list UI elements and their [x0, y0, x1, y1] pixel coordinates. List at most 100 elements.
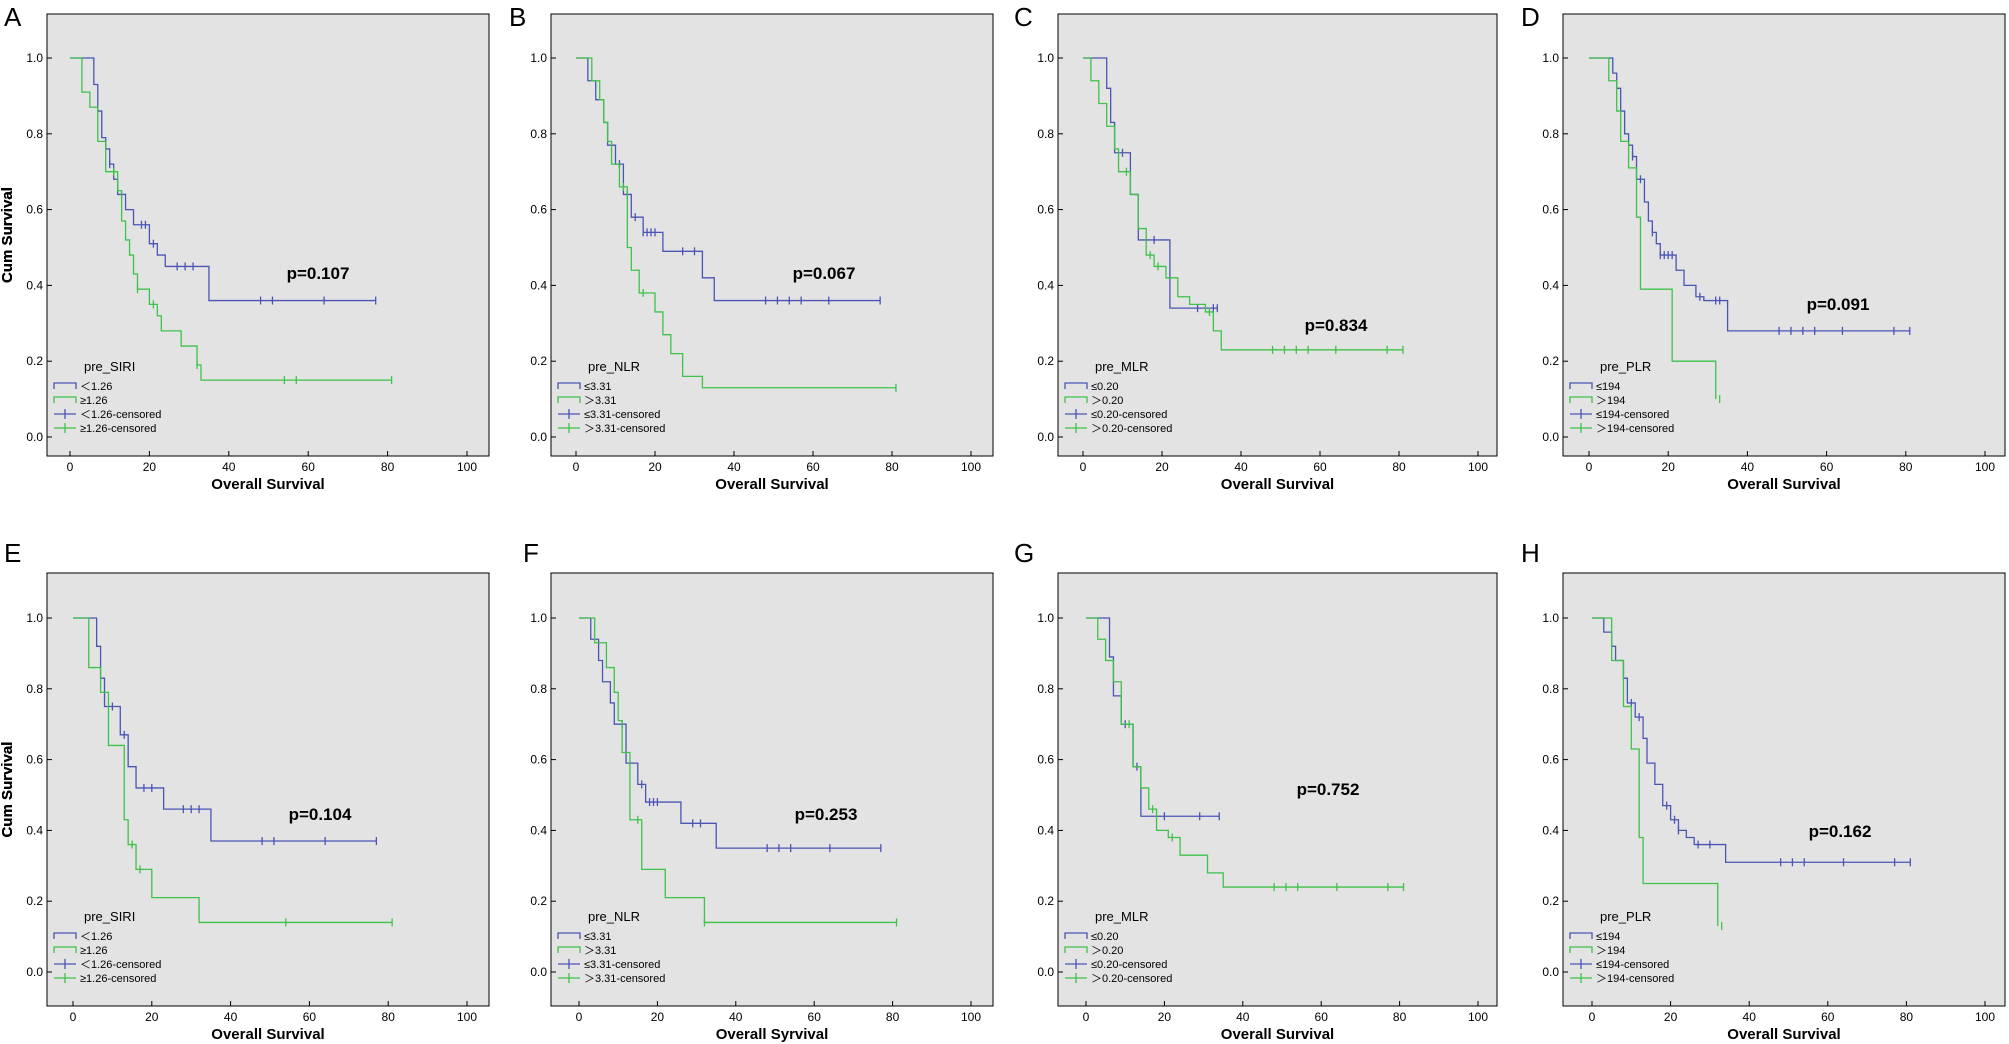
survival-curve-2	[1592, 617, 1719, 926]
legend-title: pre_PLR	[1600, 909, 1651, 924]
legend-line-symbol	[1064, 932, 1088, 939]
legend-censor-symbol	[54, 409, 76, 419]
plot-area	[550, 13, 994, 457]
x-tick-label: 60	[808, 1010, 822, 1024]
x-tick-label: 60	[302, 460, 316, 474]
legend-censor-symbol	[1065, 409, 1087, 419]
legend-item-label: ≤194-censored	[1596, 959, 1669, 971]
legend-item-label: ＞3.31	[584, 945, 616, 957]
panel-a: A 0.0 0.2 0.4 0.6 0.8 1.0 0 20 40 60 80 100 Overall S…	[0, 2, 490, 493]
legend-title: pre_SIRI	[84, 909, 135, 924]
x-tick-label: 0	[576, 1010, 583, 1024]
x-tick-label: 0	[67, 460, 74, 474]
plot-area	[550, 572, 994, 1007]
legend-item-label: ＜1.26-censored	[80, 959, 161, 971]
legend-title: pre_PLR	[1600, 359, 1651, 374]
legend-item-label: ≥1.26-censored	[80, 423, 156, 435]
legend-item-label: ＜1.26	[80, 381, 112, 393]
legend-item-label: ≥1.26	[80, 945, 107, 957]
y-tick-label: 0.4	[530, 278, 547, 292]
legend-item-label: ＞3.31	[584, 395, 616, 407]
x-axis-title: Overall Survival	[211, 1026, 324, 1043]
x-tick-label: 100	[961, 1010, 981, 1024]
p-value: p=0.253	[795, 805, 858, 824]
y-tick-label: 1.0	[26, 611, 43, 625]
x-tick-label: 0	[1080, 460, 1087, 474]
y-tick-label: 0.0	[26, 965, 43, 979]
plot-area	[1057, 572, 1498, 1007]
panel-letter: H	[1521, 538, 1540, 568]
legend-item-label: ＞0.20-censored	[1091, 973, 1172, 985]
y-tick-label: 0.8	[530, 127, 547, 141]
y-axis-title: Cum Survival	[0, 742, 16, 838]
x-tick-label: 100	[1468, 460, 1488, 474]
x-axis-title: Overall Survival	[715, 476, 828, 493]
survival-curve-1	[1083, 57, 1218, 309]
y-axis-title: Cum Survival	[0, 187, 16, 283]
x-tick-label: 80	[1392, 460, 1406, 474]
legend-item-label: ＞194-censored	[1596, 973, 1674, 985]
x-tick-label: 100	[457, 1010, 477, 1024]
y-axis-title: Cum Survival	[0, 742, 16, 838]
legend-censor-symbol	[54, 973, 76, 983]
legend-line-symbol	[557, 946, 581, 953]
panel-g: G 0.0 0.2 0.4 0.6 0.8 1.0 0 20 40 60 80 100 Overall S…	[0, 538, 1498, 1043]
x-tick-label: 20	[651, 1010, 665, 1024]
legend-line-symbol	[557, 382, 581, 389]
y-tick-label: 0.0	[530, 430, 547, 444]
x-tick-label: 60	[1821, 1010, 1835, 1024]
panel-letter: B	[509, 2, 526, 32]
x-tick-label: 100	[961, 460, 981, 474]
y-axis-title: Cum Survival	[0, 187, 16, 283]
legend-censor-symbol	[1065, 973, 1087, 983]
legend-item-label: ≥1.26-censored	[80, 973, 156, 985]
y-tick-label: 1.0	[1542, 51, 1559, 65]
y-tick-label: 0.0	[26, 430, 43, 444]
y-tick-label: 0.2	[1037, 354, 1054, 368]
x-axis-title: Overall Syrvival	[716, 1026, 829, 1043]
legend-item-label: ≤3.31-censored	[584, 409, 660, 421]
y-tick-label: 0.2	[530, 894, 547, 908]
x-tick-label: 60	[806, 460, 820, 474]
legend-line-symbol	[1064, 946, 1088, 953]
y-tick-label: 0.6	[26, 203, 43, 217]
survival-curve-2	[73, 617, 393, 924]
plot-area	[1057, 13, 1498, 457]
legend-item-label: ＞3.31-censored	[584, 973, 665, 985]
y-tick-label: 0.4	[530, 823, 547, 837]
p-value: p=0.107	[287, 264, 350, 283]
survival-curve-2	[1083, 57, 1403, 351]
x-tick-label: 80	[1393, 1010, 1407, 1024]
survival-curve-2	[1086, 617, 1404, 888]
legend-censor-symbol	[1570, 959, 1592, 969]
x-tick-label: 0	[1586, 460, 1593, 474]
legend-item-label: ≤3.31	[584, 931, 611, 943]
plot-area	[46, 572, 490, 1007]
panel-letter: F	[523, 538, 539, 568]
legend-title: pre_MLR	[1095, 909, 1148, 924]
x-tick-label: 20	[1662, 460, 1676, 474]
y-tick-label: 0.6	[1542, 203, 1559, 217]
y-tick-label: 0.2	[1037, 894, 1054, 908]
y-tick-label: 1.0	[1037, 51, 1054, 65]
y-tick-label: 0.4	[1542, 278, 1559, 292]
x-tick-label: 80	[886, 1010, 900, 1024]
legend-item-label: ＜1.26-censored	[80, 409, 161, 421]
legend-line-symbol	[1569, 396, 1593, 403]
panel-letter: E	[4, 538, 21, 568]
x-axis-title: Overall Survival	[211, 476, 324, 493]
x-tick-label: 60	[1820, 460, 1834, 474]
y-tick-label: 0.6	[26, 753, 43, 767]
y-tick-label: 0.6	[1542, 753, 1559, 767]
x-tick-label: 40	[1741, 460, 1755, 474]
x-tick-label: 20	[1158, 1010, 1172, 1024]
survival-curve-2	[576, 57, 896, 389]
y-tick-label: 0.0	[1037, 965, 1054, 979]
y-axis-title: Cum Survival	[0, 187, 16, 283]
legend-line-symbol	[1569, 382, 1593, 389]
panel-b: B 0.0 0.2 0.4 0.6 0.8 1.0 0 20 40 60 80 100 Overall S…	[0, 2, 994, 493]
legend-censor-symbol	[1065, 423, 1087, 433]
x-tick-label: 80	[1899, 460, 1913, 474]
p-value: p=0.162	[1809, 822, 1872, 841]
p-value: p=0.752	[1297, 780, 1360, 799]
